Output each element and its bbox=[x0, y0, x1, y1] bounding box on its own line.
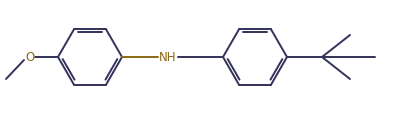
Text: O: O bbox=[26, 51, 34, 64]
Text: NH: NH bbox=[159, 51, 176, 64]
